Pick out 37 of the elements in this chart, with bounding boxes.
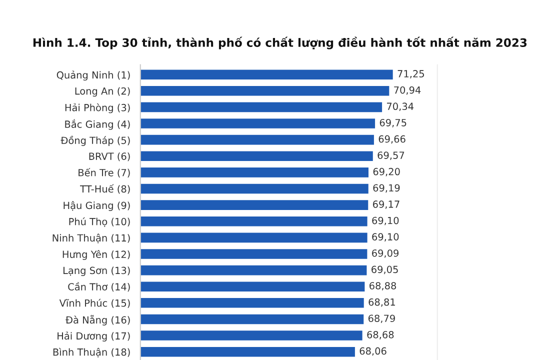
y-tick-label: Hải Dương (17) xyxy=(58,332,130,342)
y-tick-label: Quảng Ninh (1) xyxy=(56,70,130,81)
y-tick-label: Ninh Thuận (11) xyxy=(52,234,130,244)
y-tick-label: Cần Thơ (14) xyxy=(68,282,130,292)
data-label: 69,05 xyxy=(372,266,398,274)
y-tick-label: Lạng Sơn (13) xyxy=(64,266,130,276)
data-label: 69,66 xyxy=(378,135,406,144)
data-label: 71,25 xyxy=(398,70,424,78)
y-tick-label: Bình Thuận (18) xyxy=(53,348,130,358)
data-label: 69,75 xyxy=(380,118,406,128)
data-label: 68,81 xyxy=(368,298,395,307)
y-tick-label: Phú Thọ (10) xyxy=(69,217,130,227)
data-label: 68,79 xyxy=(368,314,395,324)
data-label: 70,94 xyxy=(394,86,421,95)
data-label: 69,09 xyxy=(372,249,399,258)
data-label: 68,06 xyxy=(360,347,386,356)
data-label: 69,17 xyxy=(372,200,400,209)
y-tick-label: Hải Phòng (3) xyxy=(65,103,130,114)
y-tick-label: Bến Tre (7) xyxy=(78,168,130,178)
data-label: 68,68 xyxy=(367,331,394,340)
y-tick-label: Đà Nẵng (16) xyxy=(66,315,130,326)
y-tick-label: Vĩnh Phúc (15) xyxy=(59,298,130,308)
y-tick-label: Long An (2) xyxy=(75,87,130,97)
data-label: 69,57 xyxy=(378,152,404,160)
y-tick-label: TT-Huế (8) xyxy=(80,184,130,194)
data-label: 70,34 xyxy=(387,102,414,112)
data-label: 69,20 xyxy=(373,168,400,176)
y-tick-label: Hưng Yên (12) xyxy=(62,250,130,260)
chart-title: Hình 1.4. Top 30 tỉnh, thành phố có chất lượng điều hành tốt nhất năm 2023 xyxy=(33,36,527,50)
data-label: 69,10 xyxy=(372,216,399,226)
y-tick-label: BRVT (6) xyxy=(89,152,130,162)
data-label: 69,19 xyxy=(373,184,400,193)
y-tick-label: Đồng Tháp (5) xyxy=(60,136,130,146)
y-tick-label: Bắc Giang (4) xyxy=(65,119,130,130)
data-label: 68,88 xyxy=(370,282,396,290)
data-label: 69,10 xyxy=(372,233,399,242)
y-tick-label: Hậu Giang (9) xyxy=(64,201,130,211)
